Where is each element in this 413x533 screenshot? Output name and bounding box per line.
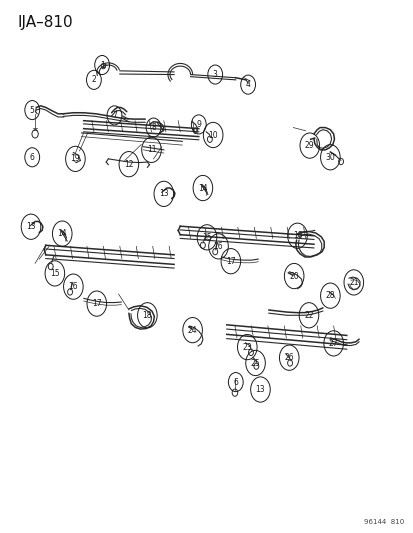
Text: 17: 17	[92, 299, 101, 308]
Text: 8: 8	[151, 123, 156, 132]
Text: 14: 14	[197, 183, 207, 192]
Text: 15: 15	[202, 233, 211, 242]
Text: 21: 21	[348, 278, 358, 287]
Text: 22: 22	[304, 311, 313, 320]
Text: 96144  810: 96144 810	[363, 519, 404, 525]
Text: 20: 20	[289, 271, 298, 280]
Text: 16: 16	[213, 242, 223, 251]
Text: 23: 23	[242, 343, 252, 352]
Text: 18: 18	[292, 231, 301, 240]
Text: 13: 13	[255, 385, 265, 394]
Text: IJA–810: IJA–810	[18, 14, 73, 30]
Text: 26: 26	[284, 353, 293, 362]
Text: 12: 12	[124, 160, 133, 168]
Text: 24: 24	[188, 326, 197, 335]
Text: 29: 29	[304, 141, 314, 150]
Text: 19: 19	[71, 155, 80, 164]
Text: 4: 4	[245, 80, 250, 89]
Text: 11: 11	[146, 146, 156, 155]
Text: 14: 14	[57, 229, 67, 238]
Text: 27: 27	[328, 339, 338, 348]
Text: 16: 16	[69, 282, 78, 291]
Text: 3: 3	[212, 70, 217, 79]
Text: 30: 30	[325, 153, 335, 162]
Text: 10: 10	[208, 131, 218, 140]
Text: 9: 9	[196, 120, 201, 129]
Text: 13: 13	[26, 222, 36, 231]
Text: 1: 1	[100, 61, 104, 69]
Text: 25: 25	[250, 359, 260, 367]
Text: 2: 2	[91, 75, 96, 84]
Text: 5: 5	[30, 106, 35, 115]
Text: 15: 15	[50, 269, 59, 278]
Text: 28: 28	[325, 291, 334, 300]
Text: 18: 18	[142, 311, 152, 320]
Text: 6: 6	[233, 377, 237, 386]
Text: 17: 17	[225, 257, 235, 265]
Text: 7: 7	[112, 111, 116, 120]
Text: 6: 6	[30, 153, 35, 162]
Text: 13: 13	[159, 189, 168, 198]
